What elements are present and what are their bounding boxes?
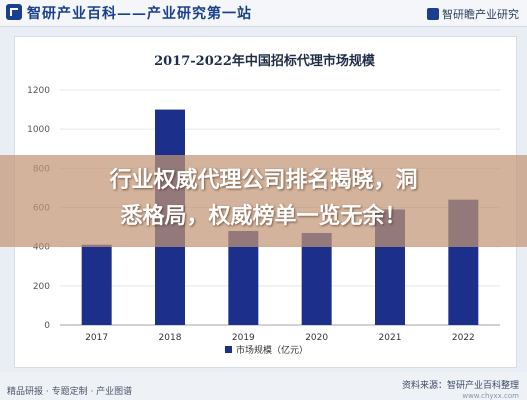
site-title: 智研产业百科——产业研究第一站 [27,6,252,22]
footer-source: 资料来源：智研产业百科整理 www.chyxx.com [402,378,519,400]
y-tick-label: 0 [44,321,50,331]
legend-label: 市场规模（亿元） [236,344,308,356]
header-brand[interactable]: 智研瞻产业研究 [427,6,519,22]
x-tick-label: 2019 [232,333,255,343]
brand-mark-icon [427,8,439,20]
promo-overlay-band [0,155,527,247]
promo-headline-line2: 悉格局，权威榜单一览无余！ [120,204,407,229]
chart-title: 2017-2022年中国招标代理市场规模 [154,54,375,69]
x-tick-label: 2018 [159,333,182,343]
footer-source-text: 资料来源：智研产业百科整理 [401,381,519,391]
header-brand-label: 智研瞻产业研究 [442,8,519,21]
x-tick-label: 2022 [452,333,475,343]
footer-services: 精品研报 · 专题定制 · 产业图谱 [7,387,133,397]
promo-headline[interactable]: 行业权威代理公司排名揭晓，洞 悉格局，权威榜单一览无余！ [0,163,527,235]
x-tick-label: 2020 [305,333,328,343]
promo-headline-line1: 行业权威代理公司排名揭晓，洞 [109,168,418,193]
footer-url[interactable]: www.chyxx.com [462,392,519,400]
y-tick-label: 1000 [27,125,50,135]
bar [81,244,112,325]
y-tick-label: 1200 [27,86,50,96]
site-header: 智研产业百科——产业研究第一站 智研瞻产业研究 [0,0,527,27]
legend-swatch [225,346,232,353]
page-footer: 精品研报 · 专题定制 · 产业图谱 资料来源：智研产业百科整理 www.chy… [0,372,527,400]
bar [301,232,332,325]
y-tick-label: 200 [33,282,50,292]
brand-logo-icon [6,4,22,20]
x-tick-label: 2021 [379,333,402,343]
x-tick-label: 2017 [85,333,108,343]
y-tick-label: 400 [33,243,50,253]
